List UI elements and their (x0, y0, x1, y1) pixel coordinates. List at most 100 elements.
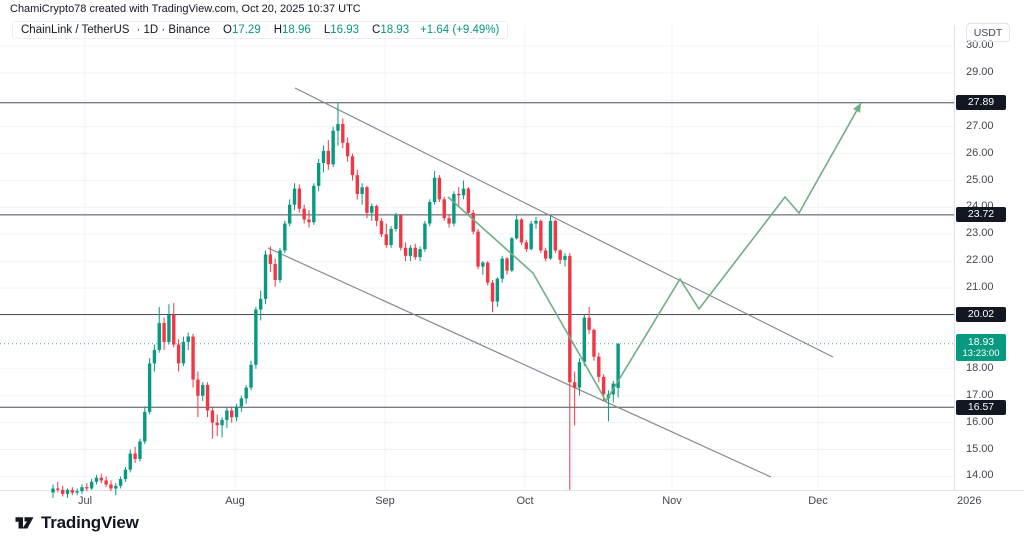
time-axis-border (0, 490, 1024, 491)
candle (432, 177, 437, 203)
candle (244, 387, 248, 399)
currency-unit-label[interactable]: USDT (966, 23, 1010, 42)
current-price-value: 18.93 (967, 335, 995, 348)
symbol-title[interactable]: ChainLink / TetherUS (21, 24, 130, 36)
candle (374, 206, 379, 221)
candle (147, 363, 152, 412)
candle (176, 344, 181, 364)
candle (587, 317, 591, 330)
candle (601, 376, 606, 395)
candle (486, 262, 490, 283)
tradingview-logo-icon (15, 517, 34, 529)
candle (75, 491, 79, 493)
candle (114, 485, 118, 489)
candle (51, 488, 55, 493)
candle (220, 419, 224, 426)
descending-channel-line (294, 87, 834, 358)
price-tick-label: 14.00 (966, 469, 994, 482)
candle (442, 199, 446, 219)
candle (268, 254, 273, 264)
candle (104, 480, 108, 485)
candle (133, 453, 137, 459)
candle (128, 453, 132, 470)
candle (616, 343, 620, 388)
candle (336, 124, 340, 131)
candle (94, 477, 99, 482)
candle (466, 188, 471, 213)
time-tick-label: Sep (375, 495, 395, 507)
candle (283, 223, 287, 251)
candle (249, 364, 253, 388)
candle (519, 219, 524, 243)
candle (99, 477, 103, 481)
candle (471, 212, 475, 232)
candle (495, 278, 500, 302)
time-tick-label: Oct (516, 495, 534, 507)
candle (70, 489, 75, 493)
ohlc-high: H18.96 (273, 24, 311, 36)
candle (191, 336, 195, 380)
price-tick-label: 26.00 (966, 146, 994, 159)
level-badge-2002: 20.02 (956, 306, 1006, 322)
level-badge-2372: 23.72 (956, 207, 1006, 223)
candle (215, 422, 219, 426)
candle (326, 150, 331, 165)
time-tick-label: Dec (808, 495, 828, 507)
candle (201, 384, 205, 396)
candle (273, 263, 277, 281)
candle (230, 410, 234, 418)
current-price-badge: 18.93 13:23:00 (956, 333, 1006, 361)
candle (138, 441, 142, 459)
candle (413, 247, 417, 258)
candle (287, 204, 292, 224)
candle (360, 187, 364, 194)
trendline-channel (267, 87, 834, 478)
candle-countdown: 13:23:00 (962, 347, 1000, 359)
price-tick-label: 25.00 (966, 173, 994, 186)
candle (399, 215, 403, 248)
price-tick-label: 17.00 (966, 388, 994, 401)
candle (341, 124, 345, 143)
tradingview-logo[interactable]: TradingView (14, 512, 139, 533)
candle (225, 410, 229, 420)
candle (481, 262, 485, 267)
candle (379, 220, 384, 235)
candle (403, 247, 408, 256)
ohlc-low: L16.93 (323, 24, 359, 36)
candle (278, 250, 282, 281)
candle (312, 185, 316, 223)
candle (394, 215, 398, 229)
candle (476, 231, 480, 267)
candle (514, 219, 519, 239)
candle (500, 258, 504, 279)
chart-legend: ChainLink / TetherUS · 1D · Binance O17.… (12, 21, 509, 39)
candle (577, 362, 582, 388)
price-tick-label: 21.00 (966, 281, 994, 294)
candle (143, 411, 147, 442)
candle (558, 250, 562, 260)
tradingview-logo-text: TradingView (41, 512, 139, 532)
candle (331, 130, 335, 165)
ohlc-close: C18.93 (372, 24, 410, 36)
candle (118, 479, 123, 486)
candle (210, 410, 215, 423)
candle (563, 255, 567, 260)
candle (457, 193, 461, 196)
price-tick-label: 23.00 (966, 227, 994, 240)
candle (548, 220, 553, 259)
bullish-projection-line (447, 102, 862, 403)
candles-layer (51, 102, 620, 498)
ohlc-open: O17.29 (222, 24, 261, 36)
candle (56, 488, 60, 490)
candle (297, 188, 302, 209)
candle (597, 356, 601, 377)
candle (196, 379, 200, 396)
candle (423, 223, 427, 250)
candle (350, 156, 355, 176)
candle (543, 250, 548, 259)
candle (205, 384, 210, 411)
price-tick-label: 18.00 (966, 361, 994, 374)
time-tick-label: Jul (77, 495, 93, 507)
